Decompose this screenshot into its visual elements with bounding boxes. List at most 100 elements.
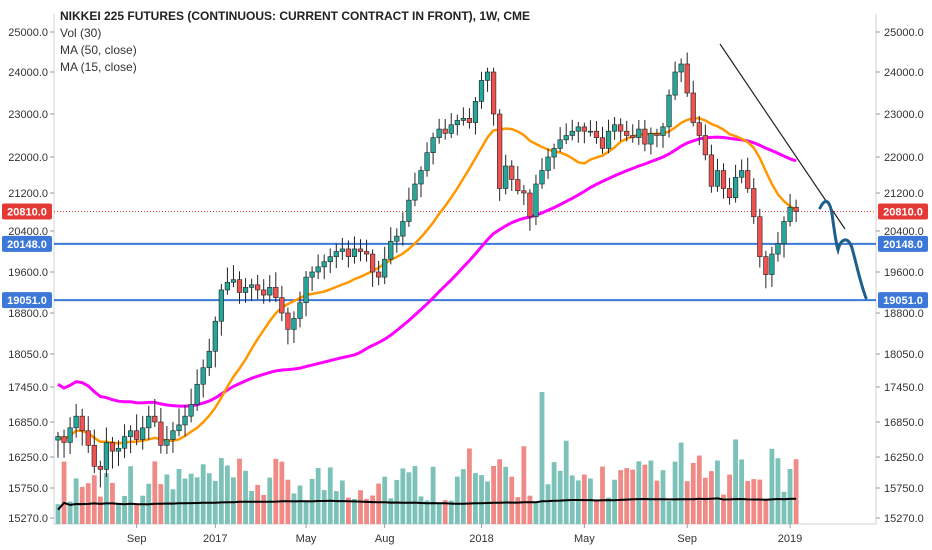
volume-bar — [327, 467, 333, 524]
candle-body — [188, 404, 194, 417]
candle-body — [569, 130, 575, 136]
candle-body — [303, 276, 309, 304]
candle-body — [478, 80, 485, 102]
candle-body — [218, 289, 224, 322]
volume-bar — [436, 503, 442, 524]
y-tick-label-left: 15750.0 — [8, 483, 48, 495]
candle-body — [660, 126, 666, 136]
volume-bar — [339, 480, 345, 524]
volume-bar — [73, 478, 79, 524]
volume-bar — [418, 496, 424, 524]
candle-body — [515, 179, 521, 192]
candle-body — [732, 176, 739, 199]
candle-body — [309, 271, 315, 278]
candle-body — [200, 367, 206, 385]
volume-bar — [479, 474, 484, 524]
candle-body — [539, 170, 545, 185]
candle-body — [176, 424, 182, 432]
volume-bar — [654, 480, 660, 524]
candle-body — [527, 192, 533, 218]
candle-body — [194, 383, 200, 405]
volume-bar — [793, 459, 799, 524]
candle-body — [164, 439, 170, 446]
x-tick-label: May — [296, 533, 317, 545]
candle-body — [787, 206, 793, 222]
candle-body — [775, 243, 781, 255]
volume-ma-line — [57, 497, 797, 511]
trend-line — [719, 43, 846, 230]
candle-body — [726, 188, 733, 199]
candle-body — [484, 71, 491, 81]
candle-body — [121, 436, 128, 449]
volume-bar — [122, 495, 127, 524]
candle-body — [690, 92, 696, 123]
candle-body — [261, 289, 267, 296]
volume-bar — [702, 477, 708, 524]
volume-bar — [61, 461, 67, 524]
candle-body — [146, 415, 152, 429]
y-tick-label-left: 20400.0 — [8, 226, 48, 238]
volume-bar — [715, 460, 720, 524]
volume-bar — [551, 462, 557, 524]
volume-bar — [267, 477, 273, 524]
volume-bar — [273, 458, 279, 524]
candle-body — [321, 261, 327, 268]
volume-bar — [787, 468, 793, 524]
candle-body — [242, 287, 249, 293]
candle-body — [291, 318, 297, 330]
volume-bar — [412, 466, 418, 524]
volume-bar — [533, 502, 539, 524]
volume-bar — [696, 455, 702, 524]
indicator-ma15-label: MA (15, close) — [60, 60, 137, 74]
candle-body — [648, 133, 654, 145]
volume-bar — [557, 470, 563, 524]
candle-body — [781, 221, 787, 245]
volume-bar — [503, 466, 509, 524]
candle-body — [85, 430, 91, 446]
ma50-line — [57, 135, 797, 408]
candle-body — [406, 199, 412, 222]
candle-body — [212, 320, 218, 352]
candle-body — [545, 156, 551, 171]
candle-body — [702, 135, 708, 156]
candle-body — [630, 135, 636, 138]
price-level-label: 20810.0 — [883, 207, 923, 219]
candle-body — [472, 101, 479, 123]
candle-body — [388, 240, 394, 260]
candle-body — [369, 253, 376, 273]
candle-body — [128, 430, 134, 437]
candle-body — [400, 221, 406, 237]
volume-bar — [237, 458, 242, 524]
volume-bar — [521, 446, 527, 524]
volume-bar — [104, 473, 109, 524]
volume-bar — [279, 461, 285, 524]
volume-bar — [527, 495, 533, 524]
candle-body — [158, 421, 164, 446]
volume-bar — [769, 448, 775, 524]
volume-bar — [243, 470, 248, 524]
volume-bar — [128, 466, 133, 524]
candle-body — [103, 442, 109, 470]
candle-body — [720, 170, 727, 189]
candle-body — [503, 165, 509, 189]
candle-body — [230, 279, 237, 283]
y-tick-label-right: 20400.0 — [884, 226, 924, 238]
volume-bar — [515, 497, 521, 524]
volume-bar — [116, 502, 121, 524]
volume-bar — [225, 465, 230, 524]
volume-bar — [249, 491, 254, 524]
volume-bar — [757, 479, 763, 524]
x-tick-label: 2017 — [203, 533, 227, 545]
candle-body — [55, 436, 61, 441]
candle-body — [424, 152, 430, 171]
candle-body — [714, 170, 721, 187]
volume-bar — [200, 464, 206, 524]
candle-body — [454, 120, 460, 126]
candle-body — [67, 427, 73, 443]
candle-body — [206, 350, 212, 369]
candle-body — [436, 128, 442, 138]
chart-legend: NIKKEI 225 FUTURES (CONTINUOUS: CURRENT … — [60, 8, 530, 76]
price-level-label: 20148.0 — [7, 239, 47, 251]
volume-bar — [291, 493, 297, 524]
